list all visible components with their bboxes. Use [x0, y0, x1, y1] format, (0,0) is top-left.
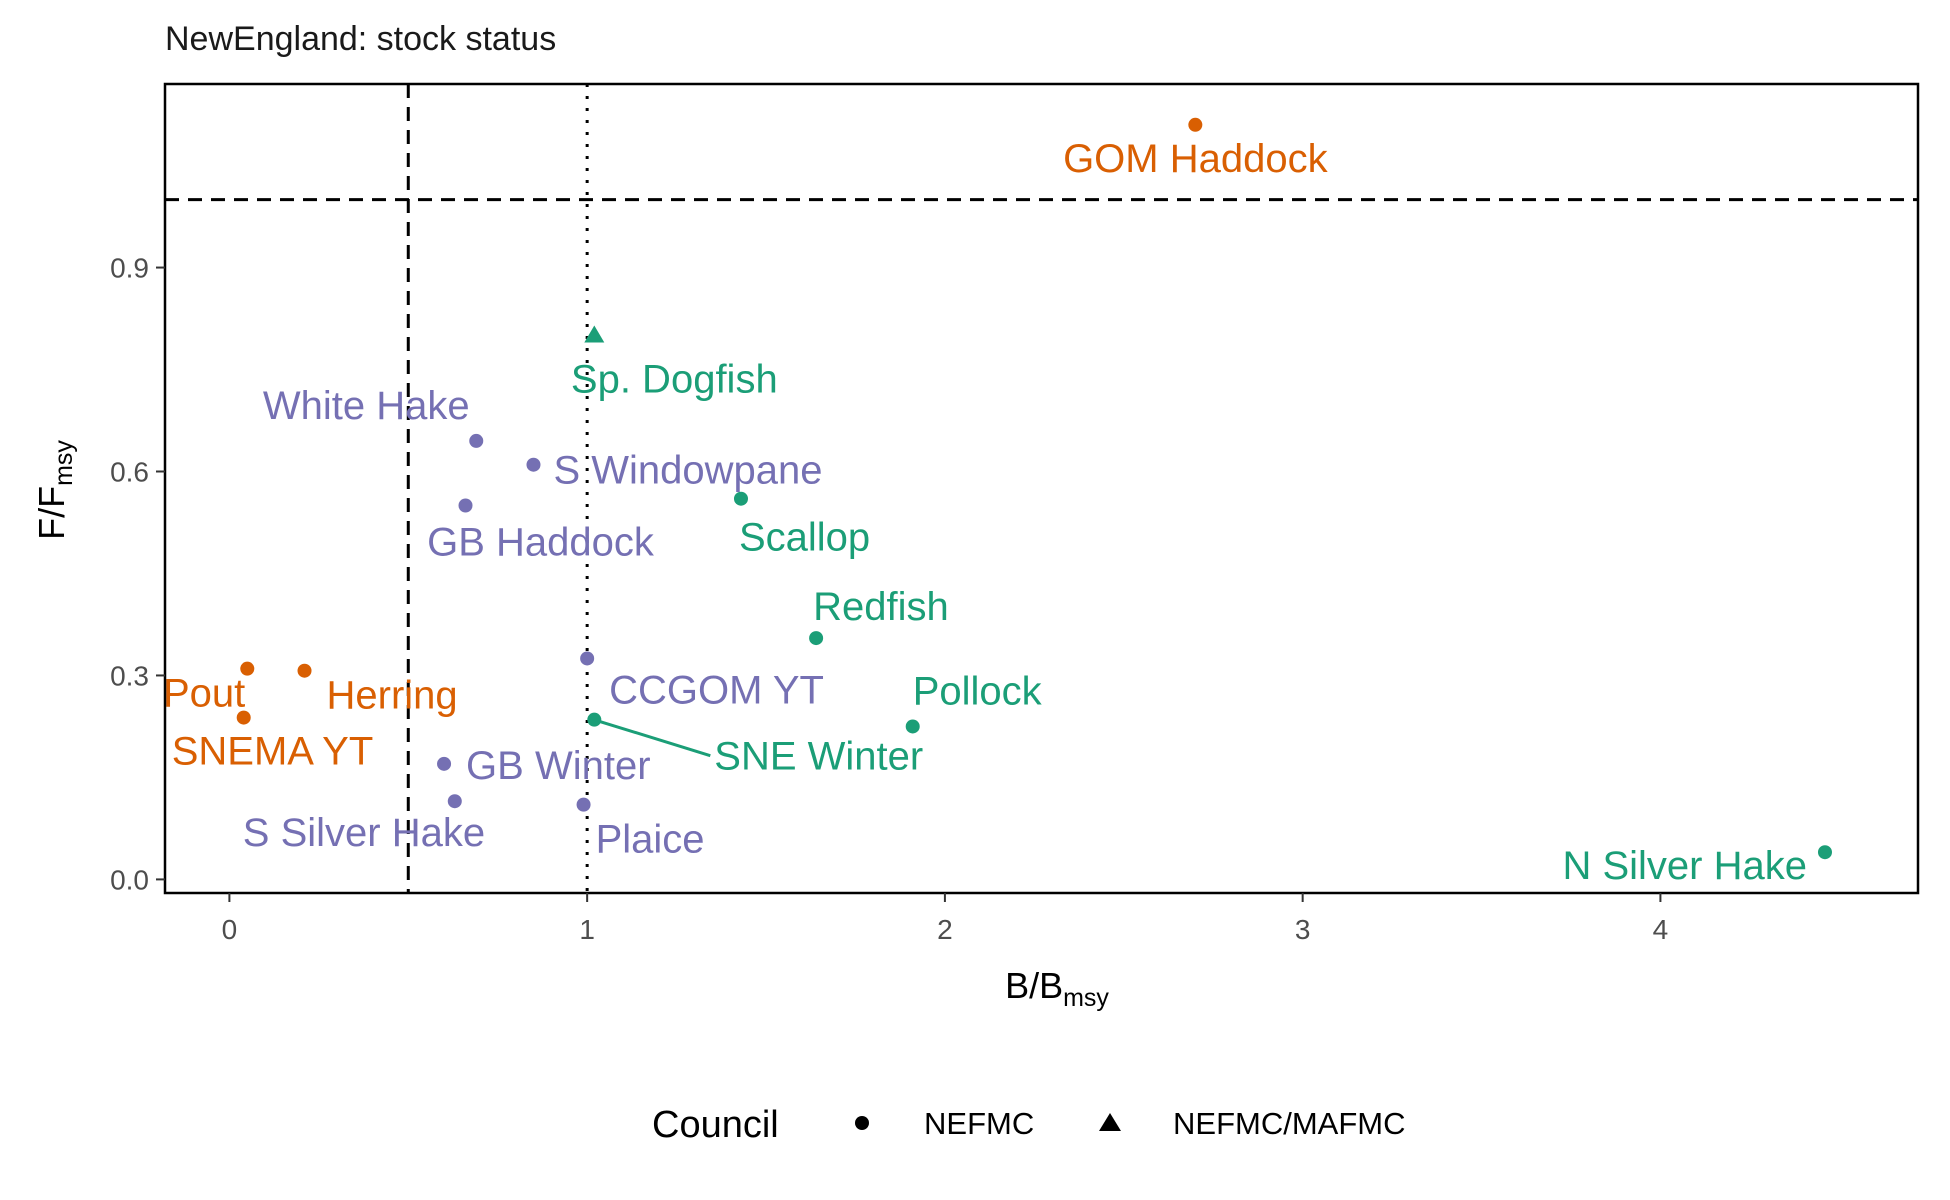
- point-ccgom-yt: [580, 651, 595, 666]
- x-tick-label: 0: [222, 914, 238, 945]
- point-pollock: [905, 719, 920, 734]
- y-axis-title-main: F/F: [31, 486, 72, 540]
- y-axis-title: F/Fmsy: [31, 440, 78, 540]
- y-tick-label: 0.9: [110, 253, 149, 284]
- label-s-windowpane: S Windowpane: [553, 449, 822, 493]
- legend: Council NEFMC NEFMC/MAFMC: [652, 1104, 1405, 1146]
- y-tick-label: 0.0: [110, 864, 149, 895]
- label-scallop: Scallop: [739, 516, 870, 560]
- label-redfish: Redfish: [813, 585, 949, 629]
- reference-lines: [165, 84, 1918, 893]
- point-gb-winter: [437, 756, 452, 771]
- label-s-silver-hake: S Silver Hake: [243, 811, 485, 855]
- point-snema-yt: [236, 710, 251, 725]
- plot-panel-border: [163, 82, 1920, 895]
- label-white-hake: White Hake: [263, 384, 470, 428]
- label-sp-dogfish: Sp. Dogfish: [571, 358, 778, 402]
- point-redfish: [809, 631, 824, 646]
- x-axis-title-sub: msy: [1063, 984, 1109, 1012]
- label-ccgom-yt: CCGOM YT: [609, 668, 824, 712]
- point-gom-haddock: [1188, 117, 1203, 132]
- label-leader-lines: [599, 720, 711, 758]
- legend-circle-icon: [855, 1116, 869, 1130]
- point-sp-dogfish: [584, 325, 605, 343]
- point-sne-winter: [587, 712, 602, 727]
- y-tick-label: 0.6: [110, 457, 149, 488]
- label-pollock: Pollock: [913, 669, 1043, 713]
- legend-label-nefmc: NEFMC: [924, 1106, 1034, 1141]
- chart-title: NewEngland: stock status: [165, 20, 556, 58]
- point-herring: [297, 663, 312, 678]
- point-gb-haddock: [458, 498, 473, 513]
- point-pout: [240, 661, 255, 676]
- y-axis-ticks: 0.0 0.3 0.6 0.9: [110, 253, 165, 895]
- label-herring: Herring: [327, 674, 458, 718]
- y-tick-label: 0.3: [110, 660, 149, 691]
- x-axis-title: B/Bmsy: [1005, 965, 1109, 1012]
- label-gb-haddock: GB Haddock: [427, 520, 655, 564]
- label-sne-winter: SNE Winter: [714, 735, 923, 779]
- x-tick-label: 4: [1653, 914, 1669, 945]
- point-plaice: [576, 797, 591, 812]
- label-plaice: Plaice: [596, 818, 705, 862]
- x-axis-title-main: B/B: [1005, 965, 1063, 1006]
- label-gb-winter: GB Winter: [466, 744, 650, 788]
- label-pout: Pout: [163, 672, 245, 716]
- legend-label-nefmc-mafmc: NEFMC/MAFMC: [1173, 1106, 1405, 1141]
- point-white-hake: [469, 433, 484, 448]
- data-points: [236, 117, 1832, 860]
- point-scallop: [733, 491, 748, 506]
- label-n-silver-hake: N Silver Hake: [1562, 844, 1807, 888]
- point-n-silver-hake: [1817, 845, 1832, 860]
- point-s-windowpane: [526, 457, 541, 472]
- legend-triangle-icon: [1099, 1113, 1121, 1131]
- x-axis-ticks: 0 1 2 3 4: [222, 893, 1669, 945]
- label-gom-haddock: GOM Haddock: [1063, 137, 1329, 181]
- x-tick-label: 2: [937, 914, 953, 945]
- leader-line-sne-winter: [599, 720, 711, 758]
- x-tick-label: 1: [579, 914, 595, 945]
- label-snema-yt: SNEMA YT: [172, 730, 374, 774]
- y-axis-title-sub: msy: [50, 440, 78, 486]
- point-labels: GOM Haddock Sp. Dogfish White Hake S Window…: [163, 137, 1807, 888]
- x-tick-label: 3: [1295, 914, 1311, 945]
- point-s-silver-hake: [447, 794, 462, 809]
- legend-title: Council: [652, 1104, 779, 1146]
